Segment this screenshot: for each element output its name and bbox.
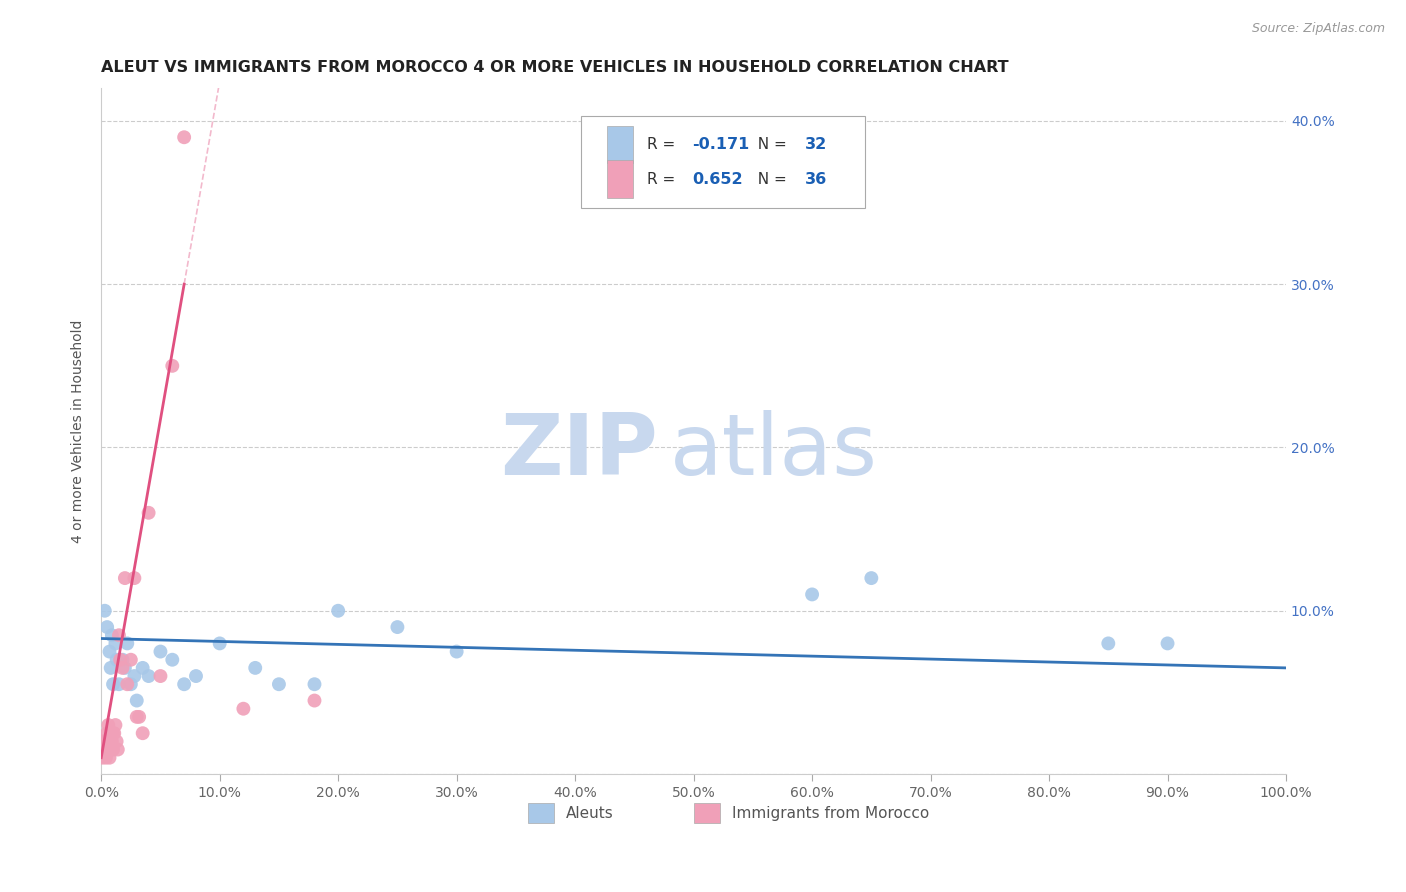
Point [94, 750, 117, 764]
Point [101, 628, 124, 642]
Point [149, 644, 172, 658]
Point [104, 718, 127, 732]
Text: -0.171: -0.171 [692, 137, 749, 153]
Point [98, 742, 121, 756]
Point [96, 742, 118, 756]
Text: N =: N = [748, 172, 792, 186]
FancyBboxPatch shape [607, 126, 633, 163]
Point [103, 726, 125, 740]
Point [162, 359, 184, 373]
Point [101, 742, 124, 756]
Point [232, 702, 254, 716]
Text: atlas: atlas [669, 410, 877, 493]
Point [124, 669, 146, 683]
Point [100, 734, 122, 748]
Point [114, 661, 136, 675]
Point [125, 710, 148, 724]
Point [328, 604, 350, 618]
Text: Immigrants from Morocco: Immigrants from Morocco [731, 805, 929, 821]
FancyBboxPatch shape [527, 803, 554, 823]
Text: R =: R = [647, 172, 681, 186]
Text: ZIP: ZIP [501, 410, 658, 493]
Point [124, 571, 146, 585]
Point [94, 734, 117, 748]
Point [101, 677, 124, 691]
Point [117, 677, 139, 691]
Text: N =: N = [748, 137, 792, 153]
Point [105, 653, 128, 667]
Point [120, 677, 142, 691]
FancyBboxPatch shape [607, 161, 633, 198]
Point [245, 661, 267, 675]
Point [138, 669, 160, 683]
FancyBboxPatch shape [693, 803, 720, 823]
Point [208, 636, 231, 650]
Text: R =: R = [647, 137, 681, 153]
Text: 0.652: 0.652 [692, 172, 742, 186]
Point [100, 661, 122, 675]
Point [162, 653, 184, 667]
Point [96, 726, 118, 740]
Point [120, 653, 142, 667]
Point [387, 620, 409, 634]
Point [131, 661, 153, 675]
Point [108, 677, 131, 691]
Point [108, 653, 131, 667]
Point [117, 636, 139, 650]
Point [108, 628, 131, 642]
Y-axis label: 4 or more Vehicles in Household: 4 or more Vehicles in Household [72, 319, 86, 543]
Point [93, 734, 115, 748]
Point [173, 130, 195, 145]
Text: ALEUT VS IMMIGRANTS FROM MOROCCO 4 OR MORE VEHICLES IN HOUSEHOLD CORRELATION CHA: ALEUT VS IMMIGRANTS FROM MOROCCO 4 OR MO… [101, 60, 1010, 75]
Point [128, 710, 150, 724]
Point [97, 718, 120, 732]
Point [1156, 636, 1178, 650]
Point [107, 742, 129, 756]
Text: Aleuts: Aleuts [565, 805, 613, 821]
Point [446, 644, 468, 658]
Point [131, 726, 153, 740]
Text: 32: 32 [806, 137, 827, 153]
Point [94, 604, 117, 618]
Point [149, 669, 172, 683]
Text: 36: 36 [806, 172, 827, 186]
Point [184, 669, 207, 683]
Text: Source: ZipAtlas.com: Source: ZipAtlas.com [1251, 22, 1385, 36]
Point [105, 734, 128, 748]
Point [100, 742, 122, 756]
FancyBboxPatch shape [581, 116, 866, 208]
Point [1097, 636, 1119, 650]
Point [98, 750, 121, 764]
Point [860, 571, 883, 585]
Point [104, 636, 127, 650]
Point [304, 677, 326, 691]
Point [94, 742, 117, 756]
Point [173, 677, 195, 691]
Point [138, 506, 160, 520]
Point [101, 734, 124, 748]
Point [111, 661, 134, 675]
Point [304, 693, 326, 707]
Point [114, 571, 136, 585]
Point [101, 726, 124, 740]
Point [96, 620, 118, 634]
Point [267, 677, 290, 691]
Point [97, 734, 120, 748]
Point [125, 693, 148, 707]
Point [801, 587, 824, 601]
Point [98, 644, 121, 658]
Point [111, 653, 134, 667]
Point [91, 750, 114, 764]
